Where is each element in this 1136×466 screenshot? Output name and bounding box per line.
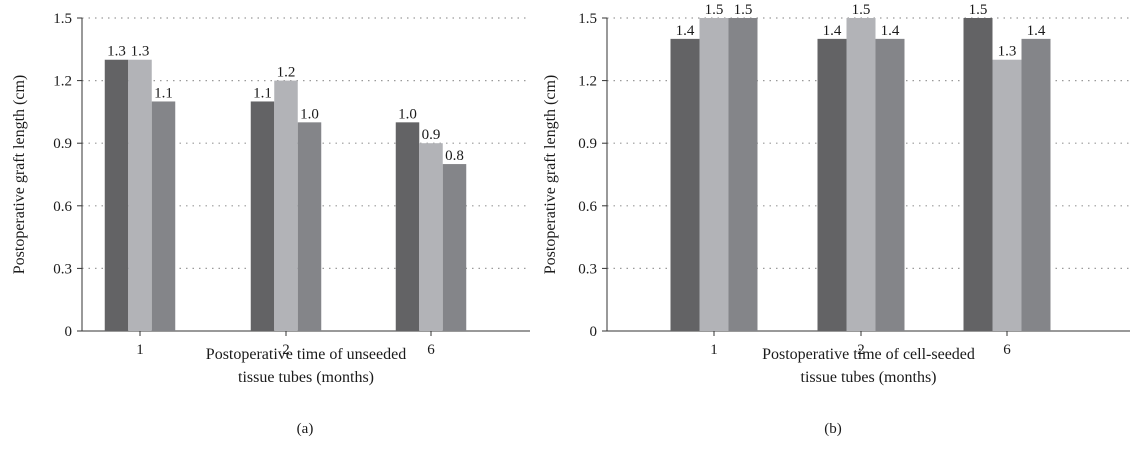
bar — [728, 18, 758, 331]
bar — [274, 80, 298, 331]
data-label: 1.2 — [277, 65, 296, 81]
x-tick-label: 1 — [710, 342, 718, 358]
y-tick-label: 1.2 — [578, 74, 597, 90]
y-tick-label: 0.9 — [578, 136, 597, 152]
bar — [963, 18, 993, 331]
y-tick-label: 1.5 — [578, 11, 597, 27]
bar — [875, 38, 905, 331]
x-axis-title: Postoperative time of cell-seeded — [762, 346, 975, 363]
y-tick-label: 0 — [65, 324, 73, 340]
y-tick-label: 1.2 — [53, 74, 72, 90]
data-label: 1.0 — [398, 106, 417, 122]
bar — [1021, 38, 1051, 331]
bar — [670, 38, 700, 331]
data-label: 0.8 — [445, 148, 464, 164]
bar — [817, 38, 847, 331]
y-tick-label: 0 — [590, 324, 598, 340]
y-tick-label: 1.5 — [53, 11, 72, 27]
bar — [419, 143, 443, 331]
data-label: 1.4 — [823, 23, 842, 39]
y-tick-label: 0.3 — [578, 261, 597, 277]
x-axis-title: tissue tubes (months) — [801, 369, 937, 386]
data-label: 1.1 — [154, 85, 173, 101]
data-label: 1.5 — [852, 2, 871, 18]
x-axis-title: tissue tubes (months) — [238, 369, 374, 386]
x-tick-label: 1 — [136, 342, 144, 358]
panel-label: (a) — [297, 421, 314, 437]
y-tick-label: 0.9 — [53, 136, 72, 152]
bar — [442, 164, 467, 331]
bar — [846, 18, 876, 331]
bar — [395, 122, 420, 331]
bar — [992, 59, 1022, 331]
data-label: 1.4 — [676, 23, 695, 39]
data-label: 0.9 — [422, 127, 441, 143]
x-tick-label: 6 — [1003, 342, 1011, 358]
data-label: 1.5 — [734, 2, 753, 18]
x-axis-title: Postoperative time of unseeded — [206, 346, 406, 363]
x-tick-label: 2 — [282, 342, 290, 358]
bar — [151, 101, 176, 331]
bar — [104, 59, 129, 331]
data-label: 1.5 — [969, 2, 988, 18]
bar — [699, 18, 729, 331]
y-tick-label: 0.6 — [53, 199, 72, 215]
data-label: 1.3 — [131, 44, 150, 60]
y-axis-title: Postoperative graft length (cm) — [11, 75, 28, 275]
data-label: 1.3 — [998, 44, 1017, 60]
chart-panel-a: 0 0.3 0.6 0.9 1.2 1.5 1.3 1.3 1.1 1 1.1 1.2 1.0 2 1.0 0… — [11, 11, 530, 437]
data-label: 1.4 — [881, 23, 900, 39]
bar — [297, 122, 322, 331]
data-label: 1.4 — [1027, 23, 1046, 39]
x-tick-label: 2 — [857, 342, 865, 358]
data-label: 1.0 — [300, 106, 319, 122]
y-axis-title: Postoperative graft length (cm) — [542, 75, 559, 275]
panel-label: (b) — [824, 421, 842, 437]
data-label: 1.1 — [253, 85, 272, 101]
data-label: 1.3 — [107, 44, 126, 60]
y-tick-label: 0.6 — [578, 199, 597, 215]
data-label: 1.5 — [705, 2, 724, 18]
bar — [250, 101, 275, 331]
bar — [128, 59, 152, 331]
chart-panel-b: 0 0.3 0.6 0.9 1.2 1.5 1.4 1.5 1.5 1 1.4 1.5 1.4 2 1.5 1… — [542, 2, 1130, 437]
x-tick-label: 6 — [427, 342, 435, 358]
y-tick-label: 0.3 — [53, 261, 72, 277]
